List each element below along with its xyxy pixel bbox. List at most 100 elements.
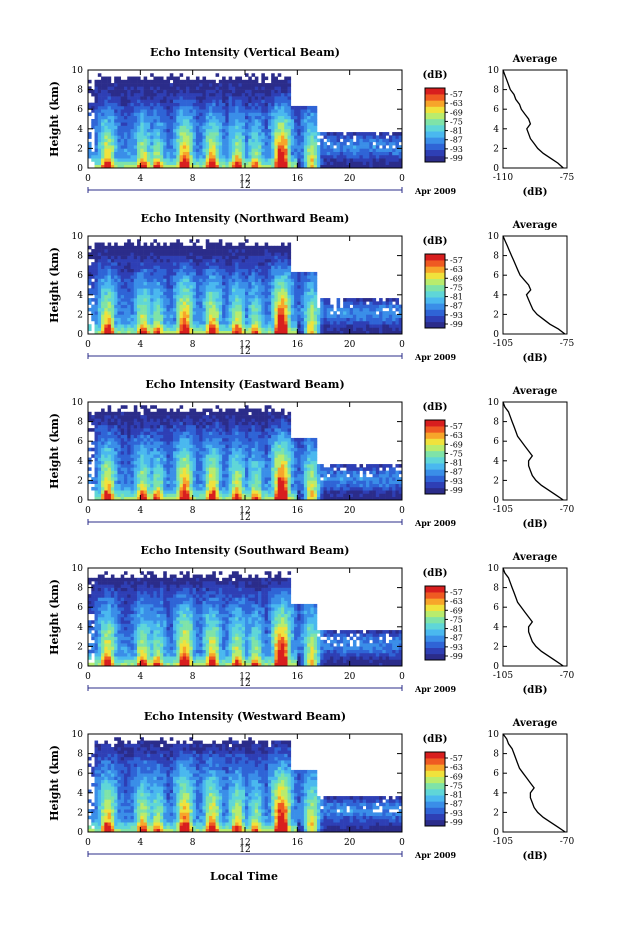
heatmap-cell <box>307 109 311 113</box>
heatmap-cell <box>123 307 128 312</box>
heatmap-cell <box>231 125 236 130</box>
heatmap-cell <box>143 493 148 498</box>
heatmap-cell <box>153 89 157 94</box>
heatmap-cell <box>133 314 138 318</box>
heatmap-cell <box>267 102 272 107</box>
heatmap-cell <box>117 115 122 120</box>
heatmap-cell <box>110 307 115 312</box>
heatmap-cell <box>120 473 125 478</box>
heatmap-cell <box>254 258 259 263</box>
heatmap-cell <box>228 122 233 126</box>
heatmap-cell <box>277 161 282 166</box>
heatmap-cell <box>218 148 223 152</box>
heatmap-cell <box>316 161 321 166</box>
colorbar <box>425 254 445 329</box>
heatmap-cell <box>182 112 187 117</box>
heatmap-cell <box>231 109 236 113</box>
heatmap-cell <box>186 145 190 149</box>
heatmap-cell <box>307 278 311 283</box>
heatmap-cell <box>222 79 226 84</box>
heatmap-cell <box>159 473 164 478</box>
heatmap-cell <box>231 92 236 97</box>
heatmap-cell <box>120 154 125 159</box>
heatmap-cell <box>186 102 190 107</box>
heatmap-cell <box>143 281 148 286</box>
heatmap-cell <box>228 249 233 253</box>
heatmap-cell <box>261 164 265 169</box>
heatmap-cell <box>395 138 400 143</box>
heatmap-cell <box>385 327 390 332</box>
heatmap-cell <box>303 301 308 305</box>
heatmap-cell <box>179 125 184 130</box>
heatmap-cell <box>159 148 164 152</box>
heatmap-cell <box>195 141 200 146</box>
heatmap-cell <box>343 311 347 315</box>
heatmap-cell <box>366 132 370 136</box>
heatmap-cell <box>290 298 295 302</box>
heatmap-cell <box>120 151 125 156</box>
heatmap-cell <box>300 148 305 152</box>
heatmap-cell <box>320 330 324 335</box>
heatmap-cell <box>202 317 207 322</box>
heatmap-cell <box>140 470 144 475</box>
heatmap-cell <box>163 314 167 318</box>
heatmap-cell <box>300 122 305 126</box>
heatmap-cell <box>156 281 161 286</box>
heatmap-cell <box>156 467 161 471</box>
heatmap-cell <box>274 291 279 296</box>
heatmap-cell <box>228 76 233 81</box>
heatmap-cell <box>179 307 184 312</box>
heatmap-cell <box>153 278 157 283</box>
heatmap-cell <box>284 115 288 120</box>
heatmap-cell <box>146 320 151 325</box>
heatmap-cell <box>382 314 386 318</box>
heatmap-cell <box>254 288 259 292</box>
heatmap-cell <box>169 258 174 263</box>
heatmap-cell <box>137 99 141 103</box>
heatmap-cell <box>333 164 337 169</box>
heatmap-cell <box>163 275 167 279</box>
heatmap-cell <box>251 79 256 84</box>
heatmap-cell <box>192 294 197 299</box>
heatmap-cell <box>330 327 334 332</box>
heatmap-cell <box>362 311 367 315</box>
heatmap-cell <box>156 418 161 422</box>
average-y-tick-label: 4 <box>493 291 499 301</box>
heatmap-cell <box>176 79 180 84</box>
heatmap-cell <box>117 112 122 117</box>
heatmap-cell <box>169 301 174 305</box>
heatmap-cell <box>120 434 125 439</box>
heatmap-cell <box>323 145 328 149</box>
heatmap-cell <box>245 317 249 322</box>
heatmap-cell <box>97 73 102 77</box>
heatmap-cell <box>218 307 223 312</box>
heatmap-cell <box>225 86 229 90</box>
heatmap-cell <box>202 151 207 156</box>
heatmap-cell <box>261 307 265 312</box>
heatmap-cell <box>271 298 275 302</box>
heatmap-cell <box>153 112 157 117</box>
heatmap-cell <box>195 158 200 162</box>
heatmap-cell <box>123 245 128 250</box>
heatmap-cell <box>146 245 151 250</box>
heatmap-cell <box>228 89 233 94</box>
heatmap-cell <box>133 154 138 159</box>
heatmap-cell <box>186 301 190 305</box>
heatmap-cell <box>195 294 200 299</box>
heatmap-cell <box>192 268 197 273</box>
heatmap-cell <box>159 451 164 455</box>
heatmap-cell <box>271 112 275 117</box>
heatmap-cell <box>91 249 95 253</box>
heatmap-cell <box>140 145 144 149</box>
heatmap-cell <box>120 265 125 269</box>
heatmap-cell <box>258 138 262 143</box>
heatmap-cell <box>107 128 112 133</box>
colorbar-tick-label: -93 <box>450 145 463 154</box>
heatmap-cell <box>310 324 314 328</box>
heatmap-cell <box>140 457 144 462</box>
heatmap-cell <box>137 148 141 152</box>
colorbar-swatch <box>425 297 445 304</box>
heatmap-cell <box>248 311 252 315</box>
heatmap-cell <box>251 285 256 289</box>
heatmap-cell <box>101 451 105 455</box>
